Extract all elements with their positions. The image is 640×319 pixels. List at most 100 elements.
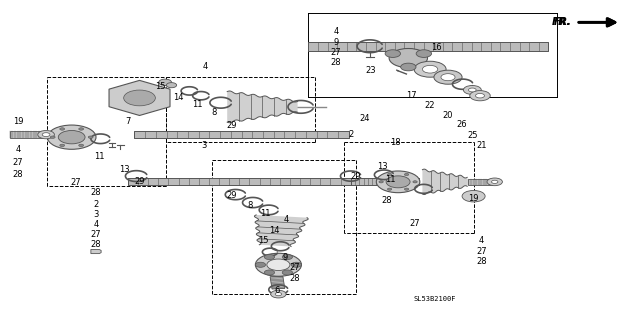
Polygon shape bbox=[254, 215, 308, 247]
Circle shape bbox=[166, 83, 177, 88]
Text: 20: 20 bbox=[443, 111, 453, 120]
Circle shape bbox=[42, 133, 50, 137]
Text: 2: 2 bbox=[93, 200, 99, 209]
Text: 27: 27 bbox=[331, 48, 341, 57]
Text: 19: 19 bbox=[13, 117, 23, 126]
Text: 17: 17 bbox=[406, 91, 417, 100]
Text: 11: 11 bbox=[260, 209, 271, 218]
Text: 28: 28 bbox=[91, 189, 101, 197]
Circle shape bbox=[271, 290, 286, 298]
Text: 23: 23 bbox=[366, 66, 376, 75]
Circle shape bbox=[462, 190, 485, 202]
Polygon shape bbox=[10, 131, 42, 138]
Text: 3: 3 bbox=[93, 210, 99, 219]
Text: 11: 11 bbox=[192, 100, 202, 109]
Circle shape bbox=[434, 70, 462, 84]
Text: 16: 16 bbox=[431, 43, 442, 52]
Text: 3: 3 bbox=[201, 141, 206, 150]
Circle shape bbox=[255, 253, 301, 276]
Text: 8: 8 bbox=[212, 108, 217, 117]
Text: 4: 4 bbox=[333, 27, 339, 36]
Circle shape bbox=[441, 74, 455, 81]
Text: 11: 11 bbox=[94, 152, 104, 161]
Circle shape bbox=[264, 270, 275, 275]
Text: 4: 4 bbox=[284, 215, 289, 224]
Text: 29: 29 bbox=[227, 121, 237, 130]
Text: 13: 13 bbox=[120, 165, 130, 174]
Circle shape bbox=[124, 90, 156, 106]
Text: 2: 2 bbox=[348, 130, 353, 139]
Text: 29: 29 bbox=[227, 191, 237, 200]
Circle shape bbox=[422, 65, 438, 73]
Text: 7: 7 bbox=[125, 117, 131, 126]
Polygon shape bbox=[109, 80, 170, 115]
Text: 27: 27 bbox=[13, 158, 23, 167]
Circle shape bbox=[492, 180, 498, 183]
Circle shape bbox=[88, 136, 93, 138]
Text: FR.: FR. bbox=[552, 17, 572, 27]
Circle shape bbox=[79, 128, 84, 130]
Text: 15: 15 bbox=[155, 82, 165, 91]
Text: 14: 14 bbox=[173, 93, 183, 102]
Circle shape bbox=[282, 270, 292, 275]
Text: 27: 27 bbox=[410, 219, 420, 228]
Text: 27: 27 bbox=[70, 178, 81, 187]
Circle shape bbox=[416, 50, 431, 57]
Circle shape bbox=[385, 50, 401, 57]
Text: FR.: FR. bbox=[554, 17, 572, 27]
Circle shape bbox=[404, 188, 409, 190]
Circle shape bbox=[387, 174, 392, 175]
Circle shape bbox=[379, 181, 383, 183]
Circle shape bbox=[386, 176, 410, 188]
Text: 29: 29 bbox=[350, 172, 360, 181]
Text: 21: 21 bbox=[476, 141, 486, 150]
Circle shape bbox=[376, 171, 420, 193]
Circle shape bbox=[487, 178, 502, 186]
Polygon shape bbox=[422, 169, 467, 195]
Text: 27: 27 bbox=[289, 263, 300, 272]
Circle shape bbox=[60, 128, 65, 130]
Circle shape bbox=[79, 144, 84, 146]
Circle shape bbox=[414, 61, 446, 77]
Text: 15: 15 bbox=[259, 236, 269, 245]
Text: 28: 28 bbox=[382, 197, 392, 205]
Circle shape bbox=[401, 63, 416, 71]
Text: 4: 4 bbox=[93, 220, 99, 229]
Circle shape bbox=[413, 181, 417, 183]
Circle shape bbox=[468, 88, 476, 92]
Polygon shape bbox=[270, 276, 285, 289]
Text: 18: 18 bbox=[390, 138, 401, 147]
Circle shape bbox=[291, 262, 301, 267]
Text: 4: 4 bbox=[479, 236, 484, 245]
Text: 28: 28 bbox=[289, 274, 300, 283]
Text: 24: 24 bbox=[360, 114, 370, 122]
Circle shape bbox=[387, 188, 392, 190]
Text: 29: 29 bbox=[134, 177, 145, 186]
Text: 13: 13 bbox=[378, 162, 388, 171]
Text: 19: 19 bbox=[468, 194, 479, 203]
Circle shape bbox=[389, 48, 428, 68]
Circle shape bbox=[58, 130, 85, 144]
Polygon shape bbox=[128, 178, 351, 185]
Circle shape bbox=[267, 259, 290, 271]
Text: 28: 28 bbox=[91, 240, 101, 249]
Circle shape bbox=[159, 79, 172, 85]
Text: 28: 28 bbox=[331, 58, 341, 67]
Text: 9: 9 bbox=[282, 253, 287, 262]
Text: 8: 8 bbox=[247, 201, 252, 210]
Text: 6: 6 bbox=[275, 286, 280, 295]
Circle shape bbox=[47, 125, 96, 149]
Circle shape bbox=[255, 262, 266, 267]
Polygon shape bbox=[351, 178, 419, 185]
Text: 25: 25 bbox=[467, 131, 477, 140]
Text: 28: 28 bbox=[476, 257, 486, 266]
Text: 4: 4 bbox=[15, 145, 20, 154]
Text: 14: 14 bbox=[269, 226, 279, 235]
Circle shape bbox=[470, 91, 490, 101]
Circle shape bbox=[404, 174, 409, 175]
Text: 4: 4 bbox=[202, 63, 207, 71]
Text: 9: 9 bbox=[333, 38, 339, 47]
Polygon shape bbox=[227, 91, 298, 123]
Polygon shape bbox=[134, 131, 349, 138]
Text: 22: 22 bbox=[425, 101, 435, 110]
